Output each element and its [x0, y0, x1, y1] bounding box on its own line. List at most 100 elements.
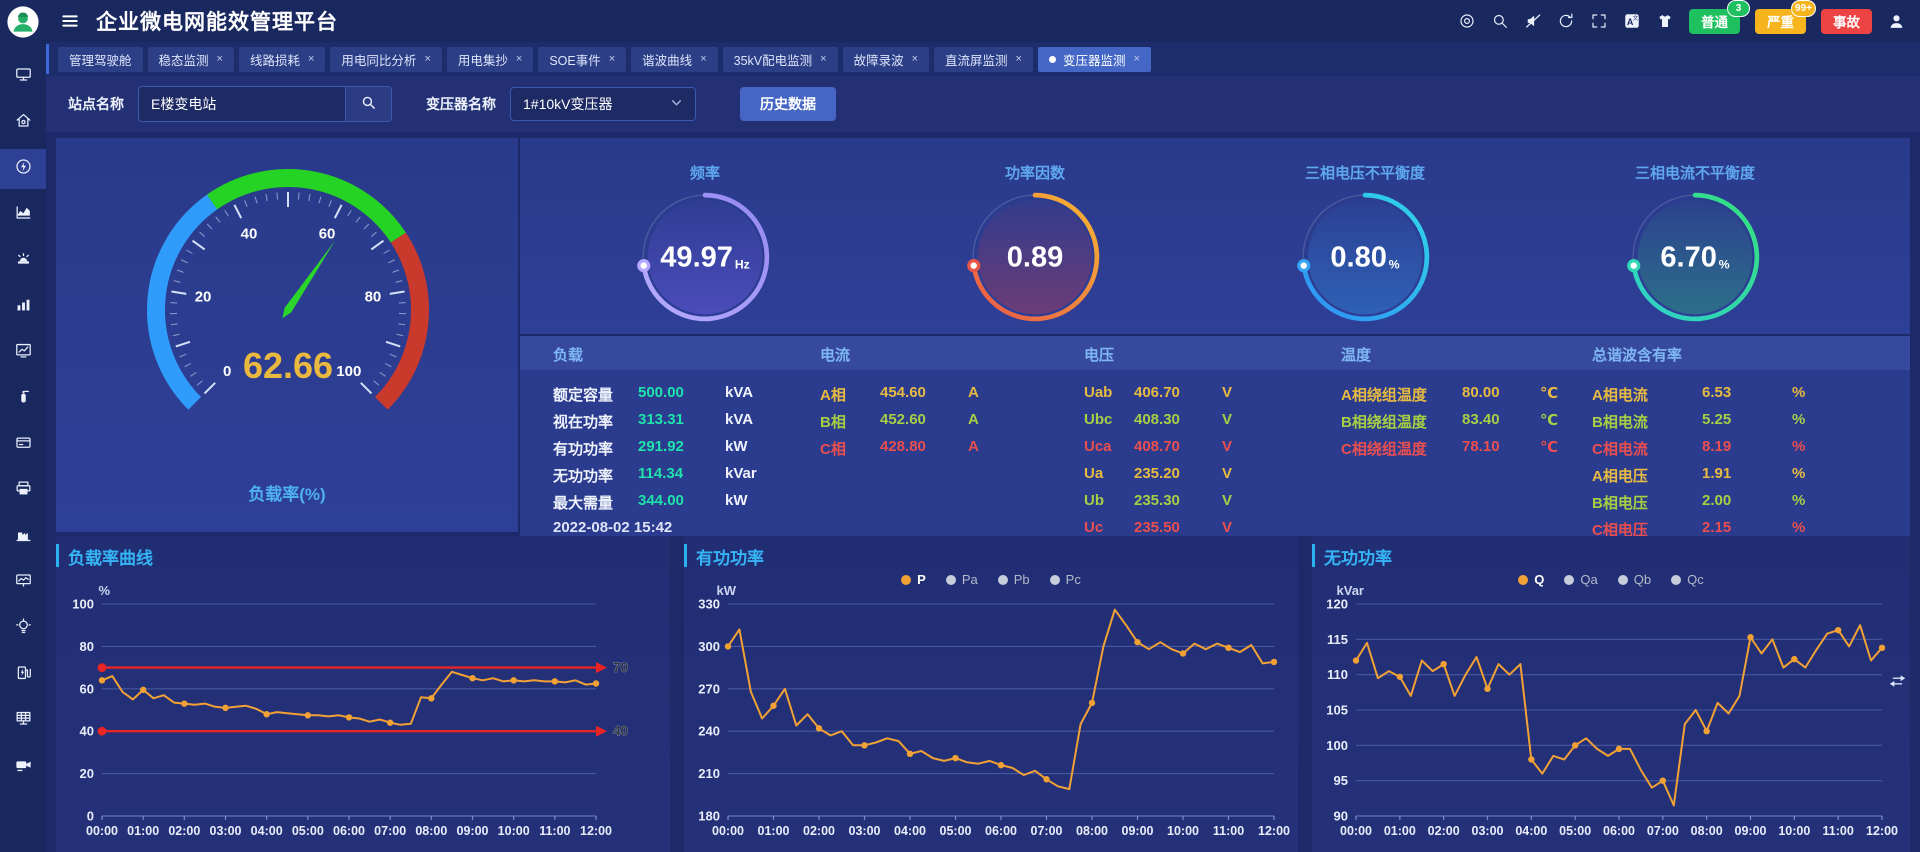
tab-变压器监测[interactable]: 变压器监测 ×: [1037, 46, 1151, 72]
user-icon[interactable]: [1887, 12, 1906, 31]
tab-用电同比分析[interactable]: 用电同比分析 ×: [330, 46, 442, 72]
tab-稳态监测[interactable]: 稳态监测 ×: [147, 46, 234, 72]
alarm-level-button-2[interactable]: 严重 99+: [1755, 0, 1816, 34]
tab-故障录波[interactable]: 故障录波 ×: [842, 46, 930, 72]
current-row-unit: A: [968, 384, 979, 401]
legend-item-Q[interactable]: Q: [1518, 572, 1544, 587]
voltage-row-label: Ub: [1084, 492, 1104, 509]
tab-管理驾驶舱[interactable]: 管理驾驶舱: [58, 46, 143, 72]
legend-item-Pb[interactable]: Pb: [997, 572, 1030, 587]
legend-dot: [1049, 574, 1060, 585]
svg-text:240: 240: [698, 724, 720, 739]
kpi-rings-panel: 频率 49.97 Hz 功率因数 0.89 三相电压不平衡度 0.80% 三相电流不平衡度 6.…: [520, 138, 1910, 334]
sidebar-item-energy[interactable]: [0, 149, 46, 189]
svg-text:kW: kW: [717, 583, 737, 598]
alarm-count-badge: 99+: [1791, 0, 1816, 17]
legend-label: Qc: [1687, 572, 1704, 587]
current-row-label: A相: [820, 387, 846, 404]
svg-text:6.70%: 6.70%: [1660, 241, 1729, 273]
svg-text:12:00: 12:00: [1258, 824, 1290, 838]
svg-text:07:00: 07:00: [1031, 824, 1063, 838]
data-zoom-icon[interactable]: [1889, 674, 1906, 694]
chart-title-accent: [56, 544, 59, 567]
svg-text:0: 0: [223, 363, 231, 380]
svg-text:20: 20: [195, 289, 212, 306]
tab-谐波曲线[interactable]: 谐波曲线 ×: [631, 46, 718, 72]
tab-label: 故障录波: [853, 53, 904, 68]
sidebar-item-extinguisher[interactable]: [0, 379, 46, 419]
sidebar-item-screen[interactable]: [0, 57, 46, 97]
legend-item-Qa[interactable]: Qa: [1564, 572, 1598, 587]
temperature-row-value: 78.10: [1462, 438, 1500, 455]
legend-item-Pa[interactable]: Pa: [945, 572, 978, 587]
current-row-unit: A: [968, 411, 979, 428]
tab-close-icon[interactable]: ×: [1015, 53, 1022, 65]
svg-text:330: 330: [698, 597, 720, 612]
theme-icon[interactable]: [1656, 12, 1674, 30]
legend-item-Qc[interactable]: Qc: [1671, 572, 1704, 587]
tab-close-icon[interactable]: ×: [608, 53, 616, 65]
tab-close-icon[interactable]: ×: [424, 53, 431, 65]
search-icon[interactable]: [1491, 12, 1509, 30]
alarm-level-button-3[interactable]: 事故: [1821, 8, 1872, 34]
svg-text:90: 90: [1334, 809, 1348, 824]
load-row-unit: kW: [725, 492, 748, 509]
tab-close-icon[interactable]: ×: [307, 53, 315, 65]
tab-线路损耗[interactable]: 线路损耗 ×: [238, 46, 326, 72]
sidebar-item-camera[interactable]: [0, 747, 46, 787]
site-search-button[interactable]: [345, 87, 391, 121]
tab-close-icon[interactable]: ×: [820, 53, 827, 65]
legend-item-Pc[interactable]: Pc: [1049, 572, 1081, 587]
temperature-row-unit: ℃: [1540, 412, 1559, 429]
sidebar-item-billing[interactable]: [0, 425, 46, 465]
transformer-select[interactable]: 1#10kV变压器: [510, 87, 696, 121]
legend-item-Qb[interactable]: Qb: [1617, 572, 1651, 587]
tab-close-icon[interactable]: ×: [911, 53, 919, 65]
target-icon[interactable]: [1458, 12, 1476, 30]
load-row-unit: kVar: [725, 465, 757, 482]
svg-text:09:00: 09:00: [457, 824, 489, 838]
sidebar-item-alarm[interactable]: [0, 241, 46, 281]
sidebar-item-charging-pile[interactable]: [0, 655, 46, 695]
sidebar-item-station[interactable]: [0, 517, 46, 557]
sidebar-item-solar-panel[interactable]: [0, 701, 46, 741]
tab-直流屏监测[interactable]: 直流屏监测 ×: [934, 46, 1033, 72]
menu-toggle-icon[interactable]: [60, 11, 80, 31]
measurements-table: 负载 电流 电压 温度 总谐波含有率 额定容量 500.00 kVA 视在功率 313.31 kVA…: [520, 336, 1910, 539]
svg-text:06:00: 06:00: [1603, 824, 1635, 838]
load-row-unit: kW: [725, 438, 748, 455]
sidebar-item-area-chart[interactable]: [0, 195, 46, 235]
kpi-ring-title: 频率: [689, 165, 720, 182]
sidebar-item-printer[interactable]: [0, 471, 46, 511]
tab-SOE事件[interactable]: SOE事件 ×: [538, 46, 627, 72]
tab-close-icon[interactable]: ×: [216, 53, 223, 65]
sidebar-item-wave-monitor[interactable]: [0, 563, 46, 603]
site-name-input[interactable]: [139, 87, 345, 121]
fullscreen-icon[interactable]: [1590, 12, 1608, 30]
alarm-level-button-1[interactable]: 普通 3: [1689, 0, 1750, 34]
tab-35kV配电监测[interactable]: 35kV配电监测 ×: [722, 46, 838, 72]
refresh-icon[interactable]: [1557, 12, 1575, 30]
kpi-ring-title: 功率因数: [1004, 165, 1065, 182]
sidebar-item-home[interactable]: [0, 103, 46, 143]
site-name-field: [138, 86, 392, 122]
mute-icon[interactable]: [1524, 12, 1542, 30]
sidebar: [0, 0, 46, 852]
alarm-level-label: 严重: [1767, 15, 1794, 30]
tab-close-icon[interactable]: ×: [515, 53, 523, 65]
sidebar-item-trend-chart[interactable]: [0, 333, 46, 373]
tab-close-icon[interactable]: ×: [700, 53, 707, 65]
tab-close-icon[interactable]: ×: [1133, 53, 1140, 65]
column-header-3: 电压: [1084, 347, 1115, 364]
sidebar-item-bulb[interactable]: [0, 609, 46, 649]
legend-item-P[interactable]: P: [901, 572, 926, 587]
sidebar-item-bar-chart[interactable]: [0, 287, 46, 327]
voltage-row-unit: V: [1222, 411, 1233, 428]
svg-text:0.89: 0.89: [1007, 241, 1064, 273]
chart-title-accent: [684, 544, 687, 567]
svg-text:07:00: 07:00: [1647, 824, 1679, 838]
history-data-button[interactable]: 历史数据: [740, 87, 836, 121]
tab-用电集抄[interactable]: 用电集抄 ×: [446, 46, 534, 72]
